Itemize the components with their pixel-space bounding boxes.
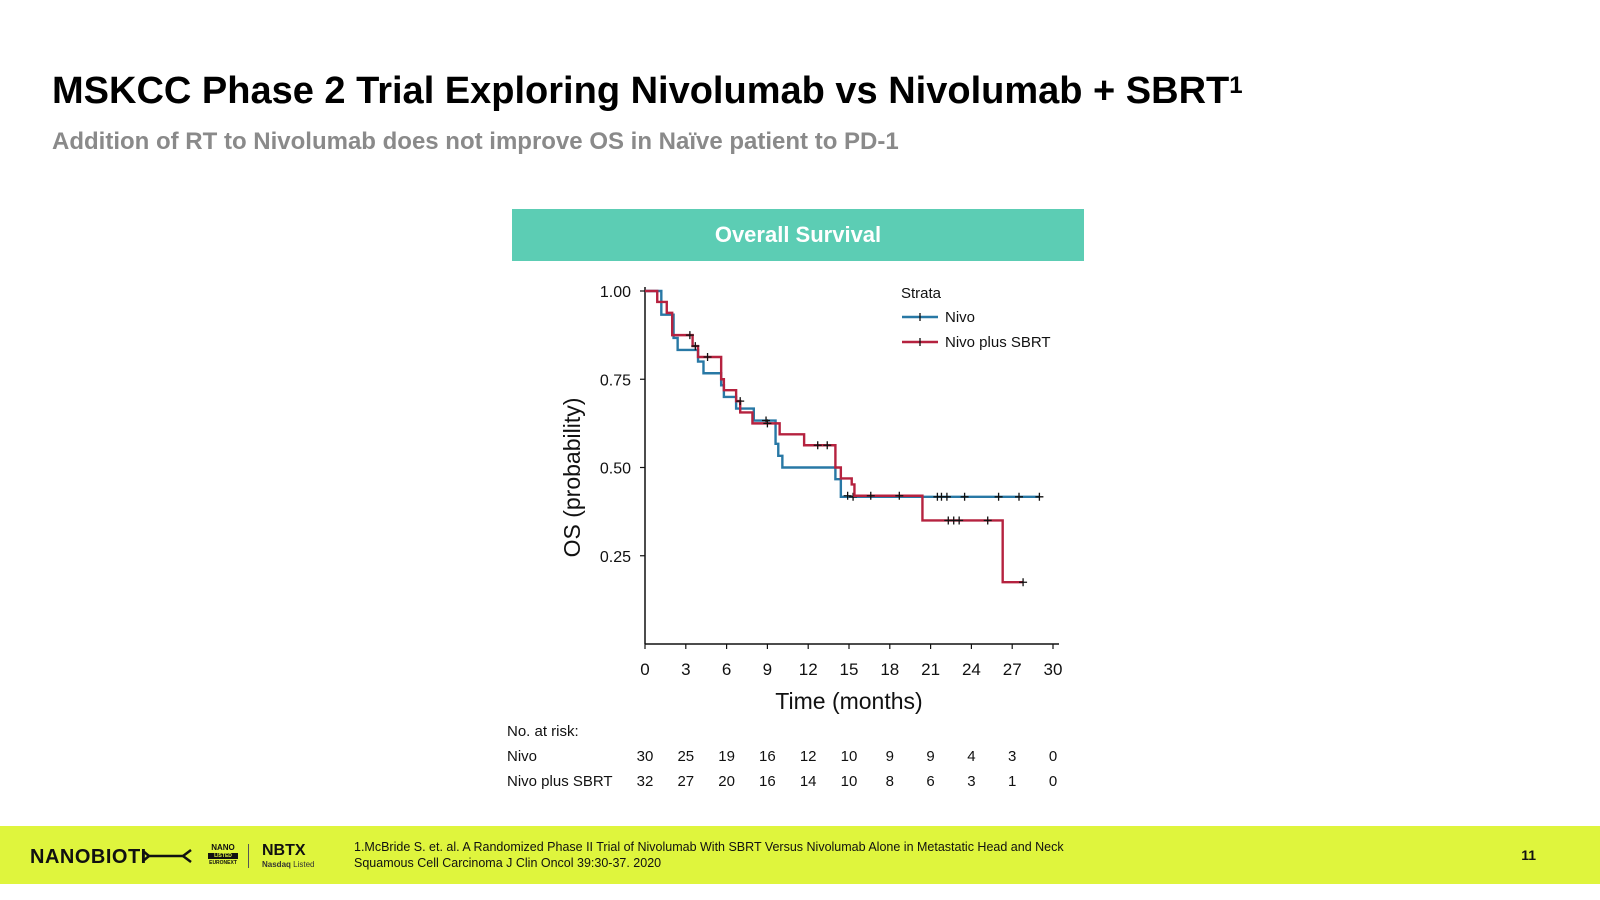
risk-count: 30	[637, 748, 654, 765]
risk-count: 20	[718, 773, 735, 790]
reference-line-2: Squamous Cell Carcinoma J Clin Oncol 39:…	[354, 856, 662, 870]
x-tick-label: 18	[880, 660, 899, 679]
risk-row-label-1: Nivo plus SBRT	[507, 773, 613, 790]
x-axis-title: Time (months)	[775, 688, 922, 714]
x-tick-label: 9	[763, 660, 772, 679]
page-number: 11	[1521, 847, 1536, 863]
risk-count: 6	[926, 773, 934, 790]
ticker-exchange: Nasdaq Listed	[262, 860, 314, 869]
ticker-exchange-suffix: Listed	[290, 860, 315, 869]
axes: 0.25 0.50 0.75 1.00 0 3 6 9 12 15 18 21 24 27 30 Time (…	[559, 284, 1062, 714]
footer-bar: NANOBIOTI NANO LISTED EURONEXT NBTX Nasd…	[0, 826, 1600, 884]
risk-count: 3	[1008, 748, 1016, 765]
legend-label-0: Nivo	[945, 309, 975, 326]
censor-mark	[736, 397, 745, 406]
risk-count: 9	[926, 748, 934, 765]
censor-mark	[955, 516, 964, 525]
risk-count: 3	[967, 773, 975, 790]
title-footnote-marker: 1	[1229, 72, 1243, 99]
company-logo: NANOBIOTI	[30, 846, 147, 868]
censor-mark	[1035, 492, 1044, 501]
legend-title: Strata	[901, 285, 942, 302]
censor-mark	[983, 516, 992, 525]
risk-count: 32	[637, 773, 654, 790]
series-line-1	[645, 289, 1024, 584]
reference-citation: 1.McBride S. et. al. A Randomized Phase …	[354, 839, 1154, 871]
censor-mark	[691, 342, 700, 351]
risk-count: 10	[841, 773, 858, 790]
risk-count: 10	[841, 748, 858, 765]
legend-label-1: Nivo plus SBRT	[945, 334, 1051, 351]
risk-count: 1	[1008, 773, 1016, 790]
risk-count: 16	[759, 773, 776, 790]
risk-count: 19	[718, 748, 735, 765]
risk-row-label-0: Nivo	[507, 748, 537, 765]
censor-mark	[1019, 578, 1028, 587]
slide-title-text: MSKCC Phase 2 Trial Exploring Nivolumab …	[52, 70, 1230, 112]
x-tick-label: 6	[722, 660, 731, 679]
censor-mark	[1015, 492, 1023, 501]
censor-mark	[895, 491, 904, 500]
slide-subtitle: Addition of RT to Nivolumab does not imp…	[52, 128, 899, 155]
y-tick-label: 0.50	[600, 461, 631, 478]
x-tick-label: 21	[921, 660, 940, 679]
x-tick-label: 0	[640, 660, 649, 679]
censor-mark	[763, 419, 772, 428]
y-tick-label: 0.25	[600, 549, 631, 566]
risk-count: 12	[800, 748, 817, 765]
ticker-exchange-name: Nasdaq	[262, 860, 291, 869]
reference-line-1: 1.McBride S. et. al. A Randomized Phase …	[354, 840, 1064, 854]
risk-count: 27	[677, 773, 694, 790]
censor-mark	[866, 491, 875, 500]
x-tick-label: 27	[1003, 660, 1022, 679]
censor-mark	[994, 492, 1003, 501]
euronext-badge: NANO LISTED EURONEXT	[208, 843, 238, 866]
series-line-0	[645, 289, 1040, 498]
risk-count: 8	[886, 773, 894, 790]
risk-count: 0	[1049, 773, 1057, 790]
x-tick-label: 30	[1044, 660, 1063, 679]
risk-count: 25	[677, 748, 694, 765]
x-tick-label: 24	[962, 660, 981, 679]
ticker-symbol: NBTX	[262, 842, 306, 859]
risk-count: 14	[800, 773, 817, 790]
censor-mark	[942, 492, 951, 501]
badge-top: NANO	[211, 843, 235, 852]
censor-mark	[960, 492, 969, 501]
y-tick-label: 0.75	[600, 372, 631, 389]
y-tick-label: 1.00	[600, 284, 631, 301]
logo-arrow-icon	[143, 849, 192, 863]
badge-mid: LISTED	[208, 853, 238, 859]
footer-divider	[248, 844, 249, 868]
risk-count: 4	[967, 748, 975, 765]
x-tick-label: 3	[681, 660, 690, 679]
risk-table-title: No. at risk:	[507, 723, 579, 740]
censor-mark	[843, 491, 852, 500]
censor-mark	[823, 441, 832, 450]
censor-mark	[703, 353, 712, 362]
risk-count: 9	[886, 748, 894, 765]
slide-title: MSKCC Phase 2 Trial Exploring Nivolumab …	[52, 70, 1243, 113]
risk-count: 0	[1049, 748, 1057, 765]
chart-header: Overall Survival	[512, 209, 1084, 261]
y-axis-title: OS (probability)	[559, 398, 585, 558]
censor-mark	[813, 441, 822, 450]
censor-mark	[685, 331, 694, 340]
risk-count: 16	[759, 748, 776, 765]
x-tick-label: 12	[799, 660, 818, 679]
series-layer	[645, 289, 1044, 587]
badge-bottom: EURONEXT	[209, 860, 237, 866]
x-tick-label: 15	[840, 660, 859, 679]
